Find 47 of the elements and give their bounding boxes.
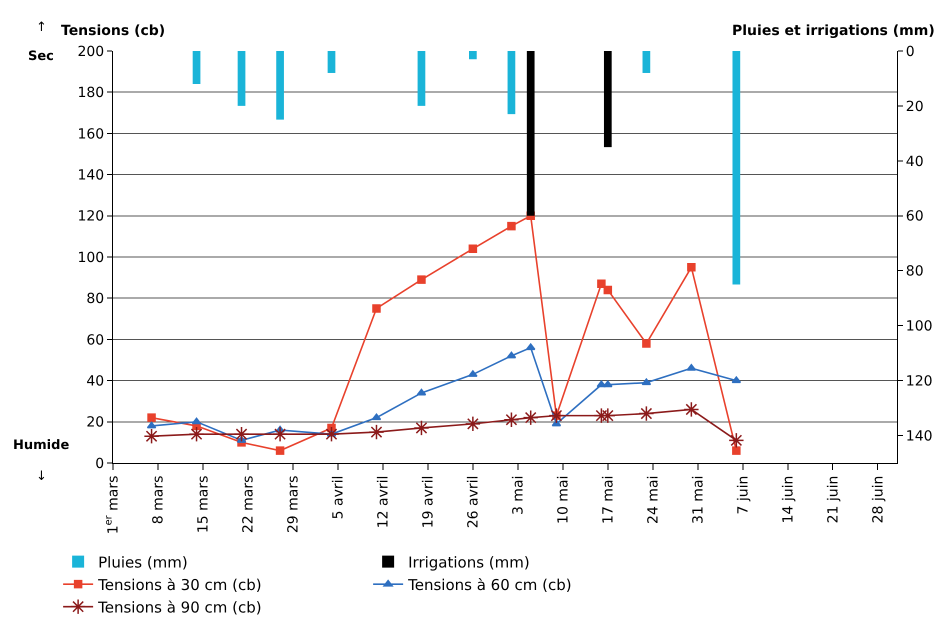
legend-label: Tensions à 90 cm (cb)	[97, 598, 262, 616]
text: Humide	[13, 438, 70, 453]
y-axis-title: Tensions (cb)	[61, 23, 166, 39]
y2-tick-label: 120	[906, 374, 933, 390]
y2-tick-label: 100	[906, 318, 933, 335]
y2-tick-label: 140	[906, 428, 933, 444]
text: Sec	[28, 49, 54, 64]
x-tick-label: 3 mai	[510, 476, 526, 516]
x-tick-label: 22 mars	[240, 476, 256, 534]
legend-label: Pluies (mm)	[98, 554, 188, 572]
legend-label: Irrigations (mm)	[408, 554, 530, 572]
y-tick-label: 40	[86, 374, 104, 390]
y2-tick-label: 60	[906, 208, 924, 225]
x-tick-label: 26 avril	[465, 476, 482, 528]
y2-axis-title: Pluies et irrigations (mm)	[732, 23, 935, 39]
x-tick-label: 12 avril	[375, 476, 392, 528]
y-tick-label: 180	[77, 85, 104, 102]
text: ↓	[36, 469, 47, 484]
y-tick-label: 60	[86, 332, 104, 348]
x-tick-label: 7 juin	[735, 476, 752, 514]
y-tick-label: 120	[77, 208, 104, 225]
x-tick-label: 24 mai	[645, 476, 662, 524]
y-tick-label: 20	[86, 414, 104, 431]
y-tick-label: 160	[77, 126, 104, 142]
x-tick-label: 17 mai	[600, 476, 616, 524]
x-tick-label: 29 mars	[285, 476, 302, 534]
y2-tick-label: 20	[906, 98, 924, 115]
x-tick-label: 14 juin	[780, 476, 796, 524]
y-tick-label: 140	[77, 168, 104, 184]
x-tick-label: 8 mars	[150, 476, 167, 524]
y2-tick-label: 0	[906, 44, 915, 60]
x-tick-label: 15 mars	[196, 476, 212, 534]
y-tick-label: 200	[77, 44, 104, 60]
legend-label: Tensions à 30 cm (cb)	[97, 576, 262, 594]
x-tick-label: 21 juin	[825, 476, 842, 524]
y-tick-label: 80	[86, 291, 104, 308]
y-tick-label: 100	[77, 250, 104, 266]
x-tick-label: 28 juin	[870, 476, 886, 524]
legend-label: Tensions à 60 cm (cb)	[407, 576, 572, 594]
x-tick-label: 31 mai	[690, 476, 706, 524]
y2-tick-label: 80	[906, 264, 924, 280]
x-tick-label: 10 mai	[555, 476, 572, 524]
x-tick-label: 19 avril	[420, 476, 436, 528]
text: ↑	[36, 20, 47, 35]
x-tick-label: 5 avril	[330, 476, 346, 520]
y-tick-label: 0	[95, 456, 104, 472]
y2-tick-label: 40	[906, 154, 924, 170]
